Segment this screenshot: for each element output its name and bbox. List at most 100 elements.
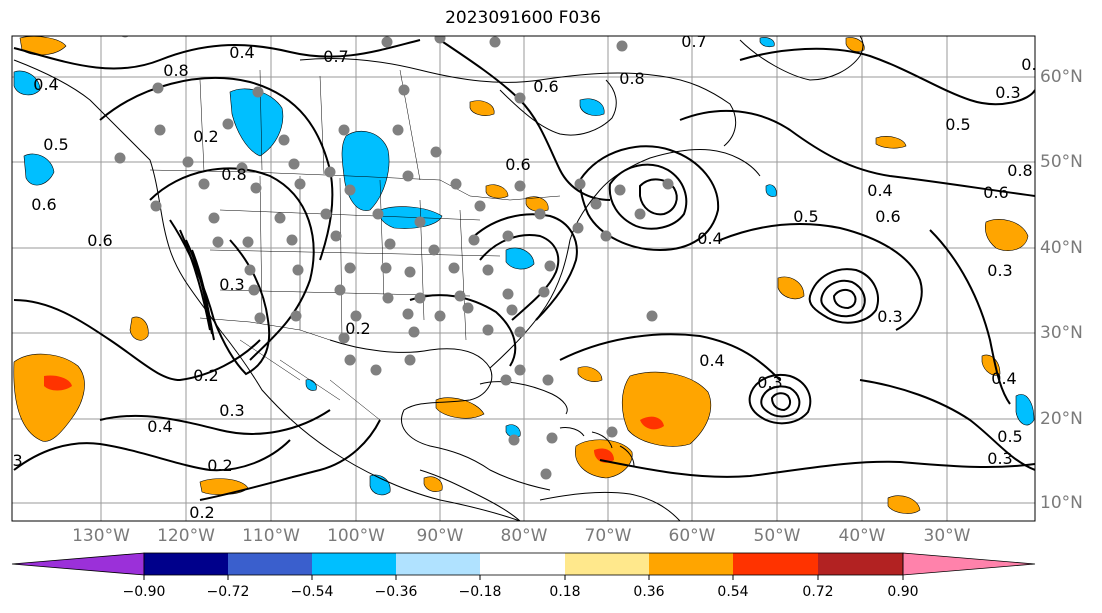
station-dot bbox=[428, 244, 440, 256]
contour-line bbox=[199, 419, 381, 501]
contour-label: 0.3 bbox=[877, 307, 902, 326]
station-dot bbox=[506, 304, 518, 316]
contour-label: 0.8 bbox=[619, 69, 644, 88]
station-dot bbox=[482, 264, 494, 276]
lat-label-20n: 20°N bbox=[1040, 409, 1083, 429]
lon-label-40w: 40°W bbox=[838, 526, 886, 546]
station-dot bbox=[244, 264, 256, 276]
contour-label: 0.2 bbox=[189, 503, 214, 522]
colorbar-outline bbox=[143, 552, 904, 576]
coast-cuba bbox=[479, 381, 568, 415]
contour-label: 0.7 bbox=[323, 47, 348, 66]
station-dot bbox=[198, 178, 210, 190]
station-dot bbox=[502, 230, 514, 242]
coastlines bbox=[13, 36, 864, 521]
station-dot bbox=[538, 286, 550, 298]
contour-line bbox=[13, 299, 261, 382]
station-dot bbox=[402, 308, 414, 320]
station-dot bbox=[250, 182, 262, 194]
contour-label: 0.6 bbox=[31, 195, 56, 214]
station-dot bbox=[294, 178, 306, 190]
contour-line bbox=[832, 288, 857, 310]
lon-label-30w: 30°W bbox=[923, 526, 971, 546]
station-dot bbox=[634, 208, 646, 220]
station-dot bbox=[344, 262, 356, 274]
contour-label: 0.8 bbox=[221, 165, 246, 184]
shade-orange-lakes bbox=[485, 184, 509, 199]
contour-line bbox=[578, 145, 720, 252]
shade-orange-greenland bbox=[845, 37, 865, 52]
coast-east bbox=[489, 149, 761, 369]
contour-label: 0.2 bbox=[207, 456, 232, 475]
colorbar-segment bbox=[733, 553, 818, 575]
station-dot bbox=[398, 84, 410, 96]
shade-cyan-bc bbox=[23, 153, 55, 186]
station-dot bbox=[114, 152, 126, 164]
contour-label: 0.6 bbox=[533, 77, 558, 96]
lat-label-10n: 10°N bbox=[1040, 493, 1083, 513]
colorbar-tick-label: 0.18 bbox=[549, 584, 581, 600]
lon-label-80w: 80°W bbox=[500, 526, 548, 546]
station-dot bbox=[600, 230, 612, 242]
lon-label-100w: 100°W bbox=[327, 526, 385, 546]
colorbar-tick-label: 0.36 bbox=[633, 584, 665, 600]
colorbar-extend-max bbox=[902, 552, 1036, 576]
station-dot bbox=[614, 184, 626, 196]
coast-hudson-bay bbox=[499, 79, 617, 136]
contour-line bbox=[608, 163, 688, 230]
colorbar-segment bbox=[818, 553, 903, 575]
shade-orange-labrador bbox=[887, 495, 921, 514]
contour-line bbox=[929, 229, 1011, 405]
station-dot bbox=[508, 434, 520, 446]
shade-orange-atlantic-east bbox=[985, 219, 1029, 251]
border-canada-prov bbox=[199, 69, 421, 181]
coast-greenland bbox=[739, 36, 864, 81]
contour-line bbox=[808, 268, 879, 324]
station-dot bbox=[462, 302, 474, 314]
shade-cyan-virginia bbox=[505, 247, 535, 270]
station-dot bbox=[404, 354, 416, 366]
station-dot bbox=[514, 180, 526, 192]
contour-label: 0.4 bbox=[991, 369, 1016, 388]
station-dot bbox=[450, 178, 462, 190]
station-dot bbox=[330, 230, 342, 242]
station-dot bbox=[381, 36, 393, 48]
contour-label: 0.6 bbox=[505, 155, 530, 174]
contour-label: 0.8 bbox=[163, 61, 188, 80]
contour-line bbox=[760, 385, 801, 418]
contour-label: 0.5 bbox=[945, 115, 970, 134]
contour-line bbox=[599, 459, 1035, 478]
contour-label: 0.5 bbox=[793, 207, 818, 226]
station-dot bbox=[590, 198, 602, 210]
colorbar bbox=[11, 552, 1036, 580]
shade-orange-pacific bbox=[13, 353, 85, 442]
lon-label-50w: 50°W bbox=[753, 526, 801, 546]
station-dot bbox=[208, 212, 220, 224]
station-dot bbox=[430, 146, 442, 158]
shade-orange-atlantic-mid bbox=[777, 276, 805, 300]
station-dot bbox=[154, 124, 166, 136]
station-dot bbox=[500, 374, 512, 386]
contour-label: 0.4 bbox=[867, 181, 892, 200]
contour-label: 0.4 bbox=[697, 229, 722, 248]
lat-label-60n: 60°N bbox=[1040, 67, 1083, 87]
contour-line bbox=[820, 279, 866, 318]
border-mexico-states bbox=[239, 339, 381, 421]
station-dot bbox=[288, 158, 300, 170]
contour-label: 0.8 bbox=[1007, 161, 1032, 180]
station-dot bbox=[434, 310, 446, 322]
lon-label-70w: 70°W bbox=[584, 526, 632, 546]
lon-label-130w: 130°W bbox=[72, 526, 130, 546]
coast-pacific-north bbox=[13, 59, 521, 521]
contour-line bbox=[409, 294, 517, 367]
contour-label: 0.5 bbox=[43, 135, 68, 154]
station-dot bbox=[286, 234, 298, 246]
shade-red-antilles bbox=[594, 448, 614, 463]
station-dot bbox=[544, 260, 556, 272]
station-dot bbox=[182, 156, 194, 168]
colorbar-segment bbox=[565, 553, 649, 575]
lon-label-120w: 120°W bbox=[157, 526, 215, 546]
shade-orange-pacific2 bbox=[129, 316, 149, 341]
colorbar-tick-label: −0.36 bbox=[374, 584, 418, 600]
